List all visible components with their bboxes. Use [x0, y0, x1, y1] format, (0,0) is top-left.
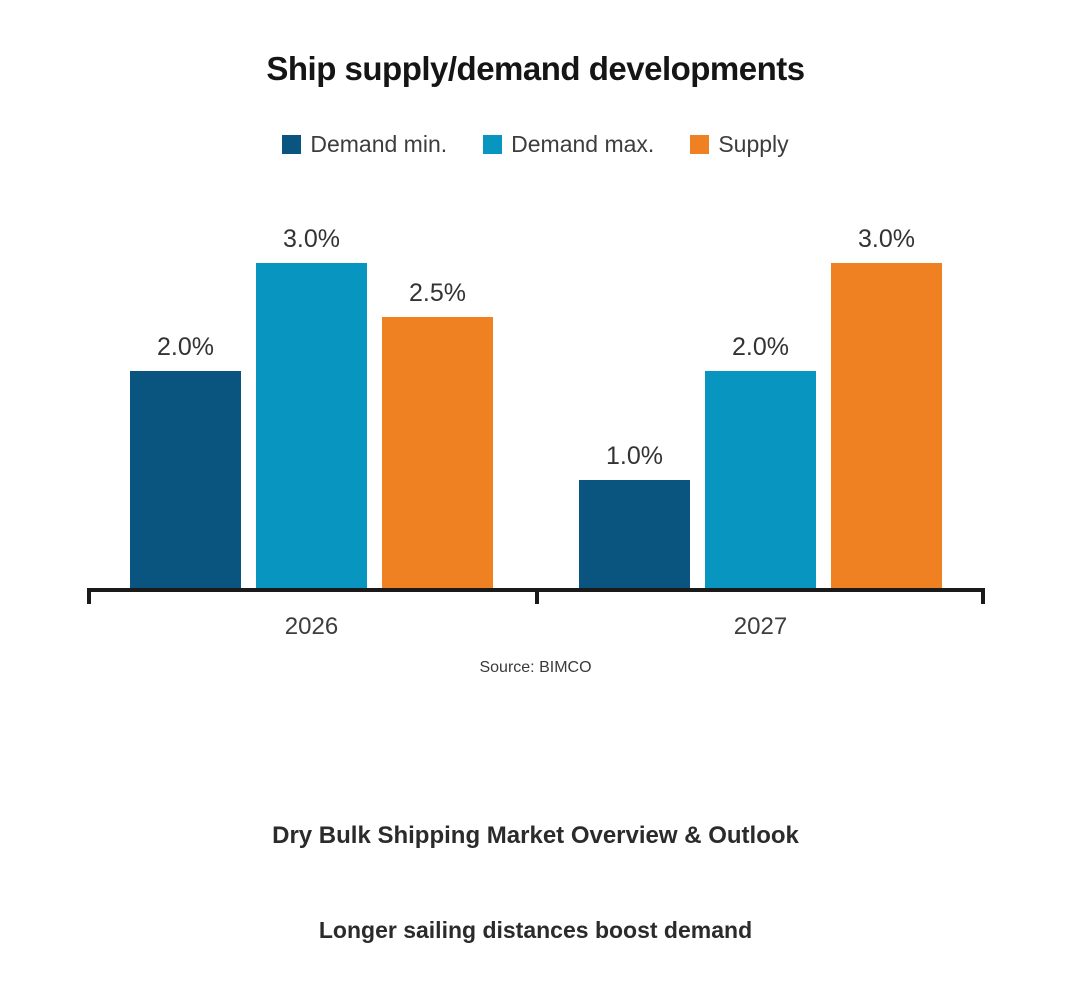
- x-axis-label-2027: 2027: [733, 613, 788, 640]
- chart-legend: Demand min. Demand max. Supply: [0, 131, 1071, 158]
- legend-label: Demand min.: [310, 131, 448, 157]
- legend-item-2: Supply: [690, 131, 789, 158]
- source-note: Source: BIMCO: [479, 659, 592, 676]
- bar-rect: [831, 263, 942, 588]
- bar-rect: [579, 480, 690, 588]
- legend-swatch-icon: [483, 135, 503, 154]
- bar-rect: [382, 317, 493, 588]
- chart-title: Ship supply/demand developments: [266, 50, 805, 87]
- bar-value-label: 3.0%: [858, 225, 915, 253]
- bar-group-2027: 1.0% 2.0% 3.0%: [536, 224, 985, 588]
- bar-value-label: 2.0%: [157, 333, 214, 361]
- bar-rect: [130, 371, 241, 588]
- bar-1-2027: 2.0%: [705, 332, 816, 588]
- bar-rect: [705, 371, 816, 588]
- bar-rect: [256, 263, 367, 588]
- bar-0-2027: 1.0%: [579, 441, 690, 588]
- axis-tick-middle: [535, 590, 539, 604]
- legend-swatch-icon: [690, 135, 710, 154]
- legend-item-0: Demand min.: [282, 131, 447, 158]
- axis-tick-left: [87, 590, 91, 604]
- bar-value-label: 2.5%: [409, 279, 466, 307]
- bar-2-2027: 3.0%: [831, 224, 942, 588]
- bar-0-2026: 2.0%: [130, 332, 241, 588]
- axis-tick-right: [981, 590, 985, 604]
- bar-value-label: 3.0%: [283, 225, 340, 253]
- bar-value-label: 1.0%: [606, 442, 663, 470]
- legend-label: Demand max.: [511, 131, 655, 157]
- plot-area: 2.0% 3.0% 2.5% 1.0% 2.0% 3.0%: [87, 225, 985, 588]
- bar-value-label: 2.0%: [732, 333, 789, 361]
- legend-item-1: Demand max.: [483, 131, 654, 158]
- x-axis-label-2026: 2026: [284, 613, 339, 640]
- x-axis-labels: 2026 2027: [87, 613, 985, 641]
- report-subtitle: Longer sailing distances boost demand: [318, 917, 753, 943]
- bar-2-2026: 2.5%: [382, 278, 493, 588]
- legend-label: Supply: [718, 131, 789, 157]
- bar-1-2026: 3.0%: [256, 224, 367, 588]
- report-title: Dry Bulk Shipping Market Overview & Outl…: [272, 822, 799, 849]
- legend-swatch-icon: [282, 135, 302, 154]
- bar-group-2026: 2.0% 3.0% 2.5%: [87, 224, 536, 588]
